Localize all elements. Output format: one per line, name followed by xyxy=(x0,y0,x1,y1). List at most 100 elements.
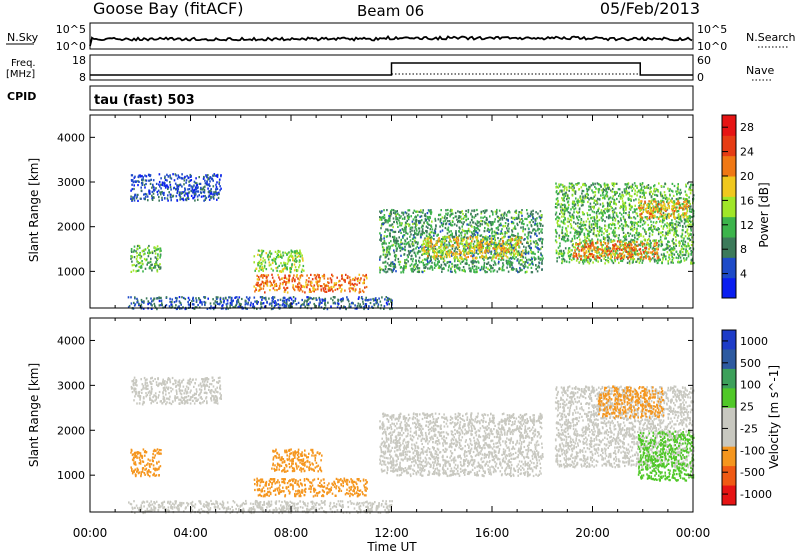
echo-cell xyxy=(585,241,587,244)
echo-cell xyxy=(443,242,446,245)
echo-cell xyxy=(590,196,592,200)
echo-cell xyxy=(485,241,488,245)
echo-cell xyxy=(322,299,324,302)
echo-cell xyxy=(387,257,390,260)
echo-cell xyxy=(360,305,363,308)
echo-cell xyxy=(421,233,424,236)
echo-cell xyxy=(490,244,492,247)
echo-cell xyxy=(263,274,266,277)
echo-cell xyxy=(676,206,678,209)
echo-cell xyxy=(255,283,258,286)
echo-cell xyxy=(411,270,413,273)
echo-cell xyxy=(268,303,271,306)
echo-cell xyxy=(588,230,590,233)
echo-cell xyxy=(487,243,490,246)
echo-cell xyxy=(619,197,622,200)
echo-cell xyxy=(566,237,569,240)
echo-cell xyxy=(442,260,445,263)
echo-cell xyxy=(257,275,260,279)
echo-cell xyxy=(314,274,316,277)
echo-cell xyxy=(289,275,291,278)
echo-cell xyxy=(190,194,193,197)
echo-cell xyxy=(307,296,310,299)
echo-cell xyxy=(275,303,278,306)
echo-cell xyxy=(426,263,429,266)
echo-cell xyxy=(481,223,483,226)
echo-cell xyxy=(285,305,287,308)
echo-cell xyxy=(292,299,295,303)
echo-cell xyxy=(247,297,250,300)
echo-cell xyxy=(511,264,513,267)
echo-cell xyxy=(514,218,516,221)
echo-cell xyxy=(262,269,264,272)
echo-cell xyxy=(640,233,642,236)
echo-cell xyxy=(488,246,490,249)
echo-cell xyxy=(169,174,171,177)
echo-cell xyxy=(464,254,466,257)
echo-cell xyxy=(407,213,410,216)
echo-cell xyxy=(269,255,271,258)
echo-cell xyxy=(536,217,538,220)
echo-cell xyxy=(246,307,248,310)
echo-cell xyxy=(606,185,609,188)
echo-cell xyxy=(132,269,135,272)
echo-cell xyxy=(318,274,320,277)
echo-cell xyxy=(391,244,393,247)
echo-cell xyxy=(427,237,430,240)
echo-cell xyxy=(453,223,456,226)
echo-cell xyxy=(450,230,452,233)
echo-cell xyxy=(460,242,463,246)
echo-cell xyxy=(469,251,472,254)
echo-cell xyxy=(141,262,144,265)
echo-cell xyxy=(208,198,211,201)
echo-cell xyxy=(168,305,171,308)
echo-cell xyxy=(677,214,680,217)
echo-cell xyxy=(451,252,453,255)
echo-cell xyxy=(495,241,497,244)
echo-cell xyxy=(310,273,312,276)
echo-cell xyxy=(417,220,420,223)
echo-cell xyxy=(476,233,479,236)
echo-cell xyxy=(567,217,569,220)
echo-cell xyxy=(285,281,288,284)
echo-cell xyxy=(188,176,190,179)
echo-cell xyxy=(130,179,133,182)
echo-cell xyxy=(149,251,151,254)
echo-cell xyxy=(486,262,488,265)
echo-cell xyxy=(524,253,527,256)
echo-cell xyxy=(626,255,628,259)
echo-cell xyxy=(636,223,638,226)
echo-cell xyxy=(296,269,299,272)
echo-cell xyxy=(673,200,675,203)
echo-cell xyxy=(504,225,507,228)
echo-cell xyxy=(538,228,541,231)
echo-cell xyxy=(665,255,667,258)
echo-cell xyxy=(419,219,421,223)
echo-cell xyxy=(421,259,424,262)
echo-cell xyxy=(292,296,295,299)
echo-cell xyxy=(676,216,678,219)
echo-cell xyxy=(414,226,417,229)
echo-cell xyxy=(486,222,489,226)
echo-cell xyxy=(483,265,485,268)
echo-cell xyxy=(588,208,590,212)
echo-cell xyxy=(614,202,617,205)
echo-cell xyxy=(628,215,631,218)
echo-cell xyxy=(577,219,580,222)
echo-cell xyxy=(573,186,575,190)
echo-cell xyxy=(490,252,492,255)
echo-cell xyxy=(289,254,291,257)
echo-cell xyxy=(170,196,172,199)
echo-cell xyxy=(636,214,639,218)
echo-cell xyxy=(152,185,154,188)
echo-cell xyxy=(494,247,496,251)
echo-cell xyxy=(644,251,646,254)
echo-cell xyxy=(357,277,359,280)
echo-cell xyxy=(667,231,670,234)
echo-cell xyxy=(151,267,153,270)
echo-cell xyxy=(424,266,427,269)
echo-cell xyxy=(402,236,404,240)
echo-cell xyxy=(207,174,209,177)
echo-cell xyxy=(461,231,463,234)
echo-cell xyxy=(307,283,309,286)
